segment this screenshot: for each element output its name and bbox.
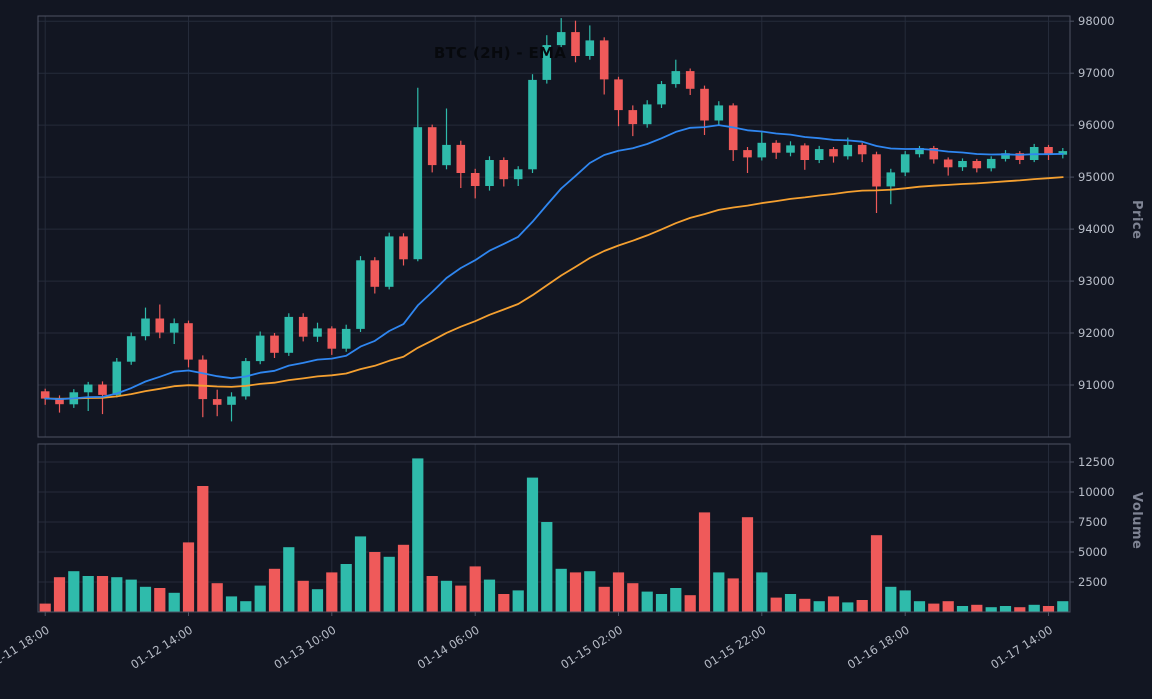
svg-text:01-15 02:00: 01-15 02:00 xyxy=(558,623,625,672)
svg-text:12500: 12500 xyxy=(1078,455,1115,469)
svg-text:01-12 14:00: 01-12 14:00 xyxy=(128,623,195,672)
volume-bars xyxy=(39,458,1069,612)
price-axis-ticks: 91000 92000 93000 94000 95000 96000 97000 98000 xyxy=(1070,14,1115,392)
svg-text:94000: 94000 xyxy=(1078,222,1115,236)
price-panel-border xyxy=(37,15,1071,438)
svg-text:01-15 22:00: 01-15 22:00 xyxy=(701,623,768,672)
time-axis-ticks: 01-11 18:00 01-12 14:00 01-13 10:00 01-14 0… xyxy=(0,612,1055,672)
EMA-slow-line xyxy=(44,176,1064,400)
svg-text:98000: 98000 xyxy=(1078,14,1115,28)
volume-axis-label: Volume xyxy=(1129,492,1144,550)
svg-text:92000: 92000 xyxy=(1078,326,1115,340)
chart-title: BTC (2H) - EMA xyxy=(433,44,567,62)
svg-text:01-13 10:00: 01-13 10:00 xyxy=(271,623,338,672)
svg-text:93000: 93000 xyxy=(1078,274,1115,288)
svg-text:01-16 18:00: 01-16 18:00 xyxy=(845,623,912,672)
svg-text:01-17 14:00: 01-17 14:00 xyxy=(988,623,1055,672)
price-axis-label: Price xyxy=(1129,200,1144,240)
volume-axis-ticks: 2500 5000 7500 10000 12500 xyxy=(1070,455,1115,589)
svg-text:2500: 2500 xyxy=(1078,575,1107,589)
candles xyxy=(40,18,1068,422)
volume-panel-border xyxy=(37,443,1071,613)
svg-text:96000: 96000 xyxy=(1078,118,1115,132)
svg-text:10000: 10000 xyxy=(1078,485,1115,499)
svg-text:95000: 95000 xyxy=(1078,170,1115,184)
svg-text:97000: 97000 xyxy=(1078,66,1115,80)
svg-text:7500: 7500 xyxy=(1078,515,1107,529)
EMA-fast-line xyxy=(44,124,1064,401)
grid-lines xyxy=(38,16,1070,612)
svg-text:5000: 5000 xyxy=(1078,545,1107,559)
svg-text:91000: 91000 xyxy=(1078,378,1115,392)
svg-text:01-11 18:00: 01-11 18:00 xyxy=(0,623,52,672)
svg-text:01-14 06:00: 01-14 06:00 xyxy=(415,623,482,672)
